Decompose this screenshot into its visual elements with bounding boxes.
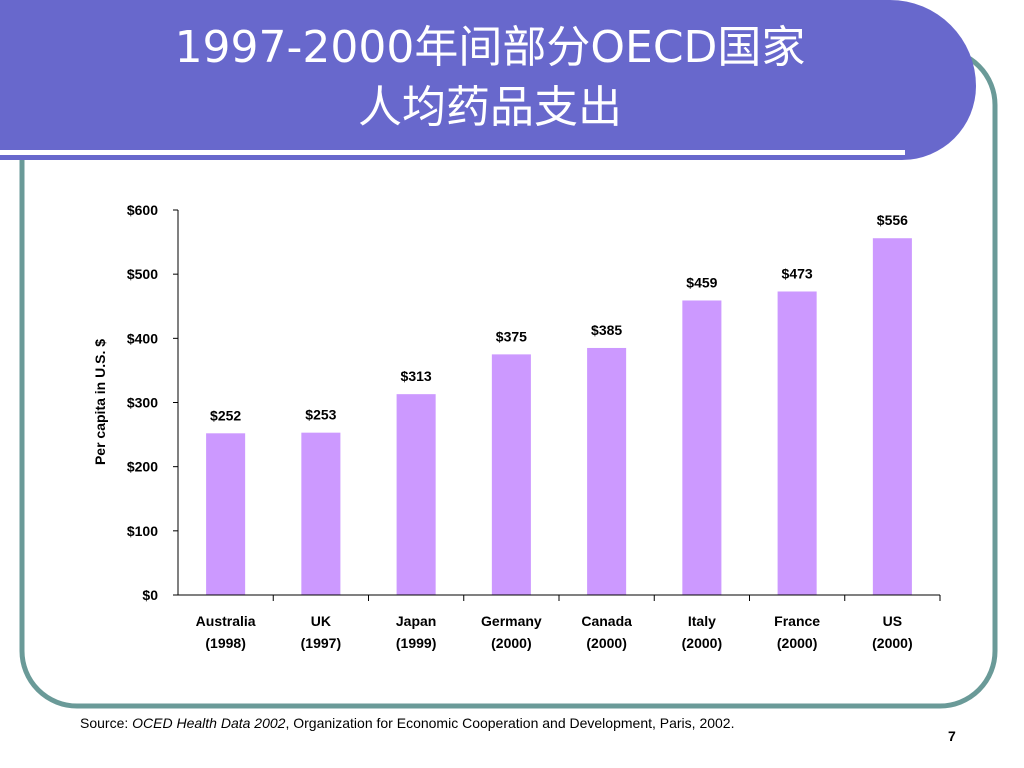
bar-value-label: $385 (591, 322, 622, 338)
x-category-year: (2000) (586, 635, 626, 651)
x-category-label: Italy (688, 613, 716, 629)
y-tick-label: $300 (127, 395, 158, 411)
y-tick-label: $0 (142, 587, 158, 603)
y-tick-label: $500 (127, 266, 158, 282)
bar-value-label: $375 (496, 328, 527, 344)
bar (491, 354, 531, 595)
x-category-year: (1997) (301, 635, 341, 651)
page-number: 7 (948, 728, 956, 744)
bar (206, 433, 246, 595)
bar (682, 300, 722, 595)
title-rule (0, 150, 905, 155)
x-category-year: (1998) (205, 635, 245, 651)
x-category-year: (2000) (777, 635, 817, 651)
x-category-year: (2000) (491, 635, 531, 651)
bar-value-label: $313 (401, 368, 432, 384)
y-tick-label: $200 (127, 459, 158, 475)
bar (301, 432, 341, 595)
y-axis-ticks: $0 $100 $200 $300 $400 $500 $600 (127, 202, 178, 603)
x-category-label: UK (311, 613, 331, 629)
bar-chart: Per capita in U.S. $ $0$100$200$300$400$… (92, 202, 941, 651)
source-suffix: , Organization for Economic Cooperation … (285, 715, 735, 731)
x-category-label: France (774, 613, 820, 629)
bar (587, 347, 627, 595)
x-axis-labels: Australia (1998) UK (1997) Japan (1999) German… (196, 595, 941, 651)
x-category-label: Germany (481, 613, 542, 629)
source-publication: OCED Health Data 2002 (132, 715, 286, 731)
slide-title-line-2: 人均药品支出 (358, 82, 622, 133)
x-category-label: US (883, 613, 902, 629)
source-note: Source: OCED Health Data 2002, Organizat… (80, 715, 734, 731)
bar-value-label: $252 (210, 407, 241, 423)
x-category-year: (2000) (872, 635, 912, 651)
x-category-year: (1999) (396, 635, 436, 651)
bar (396, 394, 436, 595)
bar-value-label: $473 (782, 265, 813, 281)
x-category-label: Canada (581, 613, 632, 629)
bar-value-label: $253 (305, 407, 336, 423)
bar (872, 238, 912, 595)
y-axis-label: Per capita in U.S. $ (92, 339, 108, 465)
bar-value-label: $556 (877, 212, 908, 228)
y-tick-label: $100 (127, 523, 158, 539)
bars: $252 $253 $313 $375 $385 $459 $473 $556 (206, 212, 912, 595)
y-tick-label: $400 (127, 330, 158, 346)
x-category-label: Japan (396, 613, 436, 629)
bar-value-label: $459 (686, 274, 717, 290)
y-tick-label: $600 (127, 202, 158, 218)
bar (777, 291, 817, 595)
slide-title-line-1: 1997-2000年间部分OECD国家 (174, 22, 806, 73)
x-category-year: (2000) (682, 635, 722, 651)
x-category-label: Australia (196, 613, 256, 629)
source-prefix: Source: (80, 715, 133, 731)
title-band (0, 0, 976, 160)
